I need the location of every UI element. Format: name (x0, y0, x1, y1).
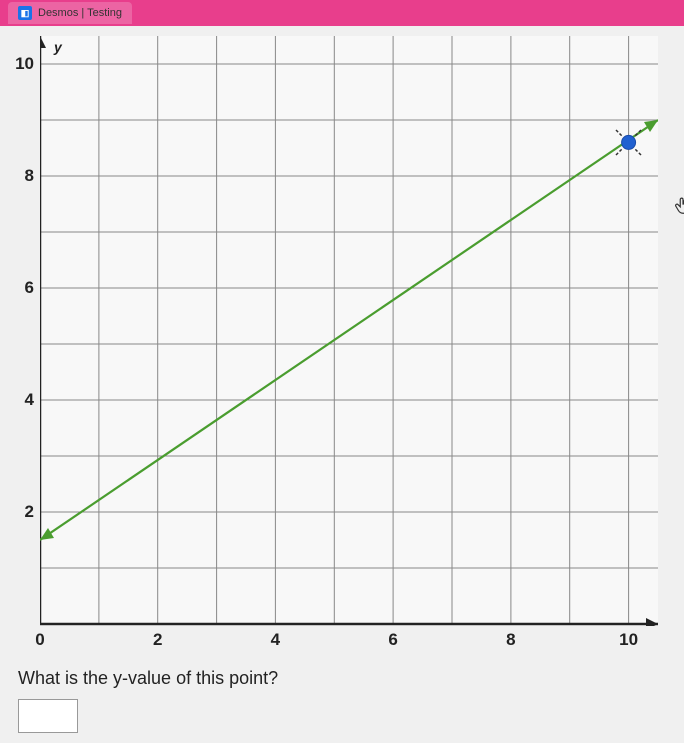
cursor-hand-icon (672, 194, 684, 216)
browser-tab[interactable]: ◧ Desmos | Testing (8, 2, 132, 24)
x-tick-label: 10 (619, 630, 638, 650)
x-axis-tick-labels: 0 2 4 6 8 10 (40, 626, 658, 656)
y-axis-tick-labels: 10 8 6 4 2 (4, 36, 40, 626)
chart-canvas[interactable]: y x (40, 36, 658, 626)
x-tick-label: 4 (271, 630, 280, 650)
chart-wrapper: 10 8 6 4 2 (4, 36, 680, 626)
x-tick-label: 8 (506, 630, 515, 650)
answer-input[interactable] (18, 699, 78, 733)
x-tick-label: 2 (153, 630, 162, 650)
y-tick-label: 6 (25, 278, 34, 298)
question-text: What is the y-value of this point? (18, 668, 680, 689)
x-tick-label: 0 (35, 630, 44, 650)
plot-point[interactable] (622, 135, 636, 149)
x-tick-label: 6 (388, 630, 397, 650)
tab-title: Desmos | Testing (38, 7, 122, 19)
desmos-favicon-icon: ◧ (18, 6, 32, 20)
y-axis-label: y (53, 39, 63, 55)
chart-svg: y x (40, 36, 658, 626)
y-tick-label: 4 (25, 390, 34, 410)
y-tick-label: 2 (25, 502, 34, 522)
y-tick-label: 10 (15, 54, 34, 74)
y-tick-label: 8 (25, 166, 34, 186)
content-area: 10 8 6 4 2 (0, 26, 684, 743)
browser-tab-bar: ◧ Desmos | Testing (0, 0, 684, 26)
